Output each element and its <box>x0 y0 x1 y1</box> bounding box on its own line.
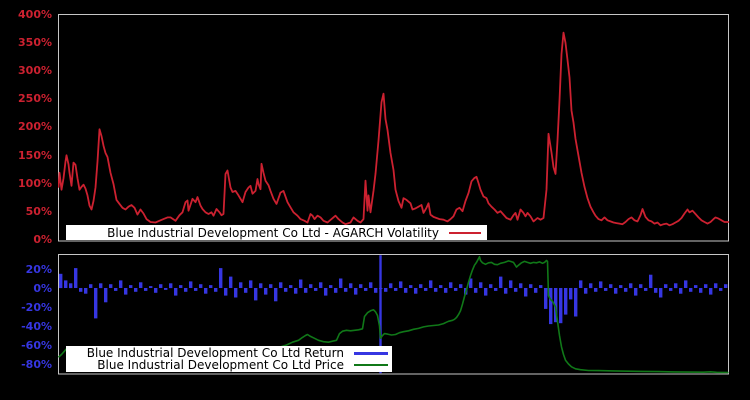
price-legend-label: Blue Industrial Development Co Ltd Price <box>97 358 344 372</box>
volatility-tick-label: 100% <box>18 177 52 190</box>
return-tick-label: -40% <box>21 320 52 333</box>
return-tick-label: -60% <box>21 339 52 352</box>
price-legend-row: Blue Industrial Development Co Ltd Price <box>66 359 388 371</box>
volatility-tick-label: 200% <box>18 120 52 133</box>
price-line-swatch <box>354 364 388 366</box>
volatility-tick-label: 250% <box>18 92 52 105</box>
volatility-legend: Blue Industrial Development Co Ltd - AGA… <box>66 225 487 240</box>
volatility-tick-label: 350% <box>18 36 52 49</box>
return-tick-label: 0% <box>33 282 52 295</box>
volatility-chart-panel <box>58 14 729 242</box>
return-tick-label: 20% <box>25 263 52 276</box>
return-line-swatch <box>354 351 388 355</box>
return-legend-label: Blue Industrial Development Co Ltd Retur… <box>86 346 344 360</box>
return-tick-label: -80% <box>21 358 52 371</box>
volatility-legend-label: Blue Industrial Development Co Ltd - AGA… <box>107 225 439 240</box>
volatility-tick-label: 150% <box>18 149 52 162</box>
volatility-tick-label: 300% <box>18 64 52 77</box>
return-price-legend: Blue Industrial Development Co Ltd Retur… <box>66 346 392 372</box>
volatility-tick-label: 0% <box>33 233 52 246</box>
volatility-tick-label: 400% <box>18 8 52 21</box>
volatility-tick-label: 50% <box>25 205 52 218</box>
return-tick-label: -20% <box>21 301 52 314</box>
volatility-line-swatch <box>449 231 481 234</box>
return-legend-row: Blue Industrial Development Co Ltd Retur… <box>66 347 388 359</box>
return-price-chart-panel <box>58 254 729 375</box>
